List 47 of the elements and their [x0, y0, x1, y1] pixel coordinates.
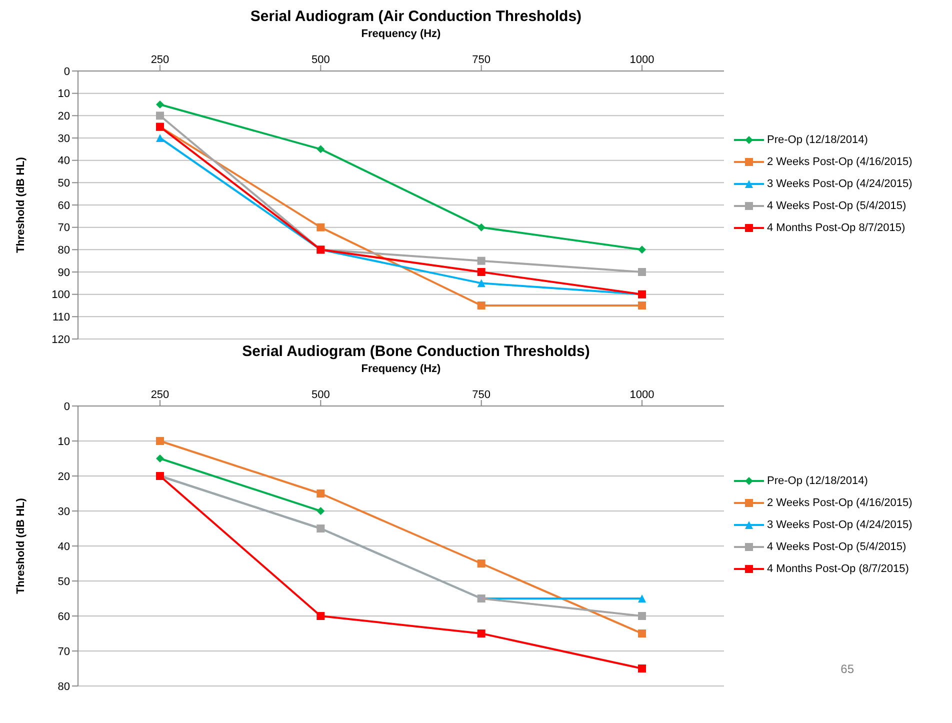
y-tick-label: 50 [58, 576, 70, 588]
legend-label: 4 Months Post-Op 8/7/2015) [767, 222, 906, 234]
y-tick-label: 50 [58, 178, 70, 190]
y-tick-label: 70 [58, 222, 70, 234]
x-tick-label: 750 [472, 54, 491, 66]
y-axis-title: Threshold (dB HL) [14, 498, 27, 594]
y-tick-label: 100 [52, 289, 70, 302]
y-tick-label: 30 [58, 506, 70, 518]
chart-title: Serial Audiogram (Bone Conduction Thresholds) [242, 343, 590, 360]
legend-label: 3 Weeks Post-Op (4/24/2015) [767, 178, 912, 190]
y-tick-label: 90 [58, 266, 70, 279]
y-tick-label: 0 [64, 400, 70, 413]
y-tick-label: 10 [58, 436, 70, 448]
legend-label: 2 Weeks Post-Op (4/16/2015) [767, 497, 912, 509]
y-tick-label: 20 [58, 470, 70, 483]
x-tick-label: 750 [472, 389, 491, 401]
y-tick-label: 40 [58, 155, 70, 168]
y-axis-title: Threshold (dB HL) [14, 156, 27, 253]
y-tick-label: 30 [58, 132, 70, 145]
y-tick-label: 70 [58, 646, 70, 658]
legend-label: Pre-Op (12/18/2014) [767, 134, 868, 146]
x-tick-label: 1000 [630, 389, 654, 401]
x-tick-label: 1000 [630, 54, 654, 66]
y-tick-label: 10 [58, 88, 70, 100]
y-tick-label: 20 [58, 110, 70, 123]
y-tick-label: 80 [58, 680, 70, 693]
y-tick-label: 0 [64, 66, 70, 78]
x-tick-label: 250 [150, 389, 170, 401]
x-tick-label: 250 [150, 54, 170, 66]
text: 65 [840, 662, 854, 676]
x-axis-title: Frequency (Hz) [361, 28, 442, 40]
y-tick-label: 80 [58, 244, 70, 257]
x-axis-title: Frequency (Hz) [361, 362, 442, 375]
legend-label: Pre-Op (12/18/2014) [767, 475, 868, 487]
y-tick-label: 120 [52, 334, 70, 346]
y-tick-label: 60 [58, 200, 70, 212]
legend-label: 4 Weeks Post-Op (5/4/2015) [767, 541, 906, 553]
legend-label: 3 Weeks Post-Op (4/24/2015) [767, 519, 912, 531]
y-tick-label: 60 [58, 610, 70, 623]
legend-label: 2 Weeks Post-Op (4/16/2015) [767, 156, 912, 168]
y-tick-label: 110 [52, 312, 70, 324]
legend-label: 4 Weeks Post-Op (5/4/2015) [767, 200, 906, 212]
x-tick-label: 500 [311, 389, 330, 401]
y-tick-label: 40 [58, 540, 70, 553]
legend-label: 4 Months Post-Op (8/7/2015) [767, 563, 909, 575]
chart-title: Serial Audiogram (Air Conduction Thresholds) [249, 8, 583, 25]
x-tick-label: 500 [311, 54, 330, 66]
